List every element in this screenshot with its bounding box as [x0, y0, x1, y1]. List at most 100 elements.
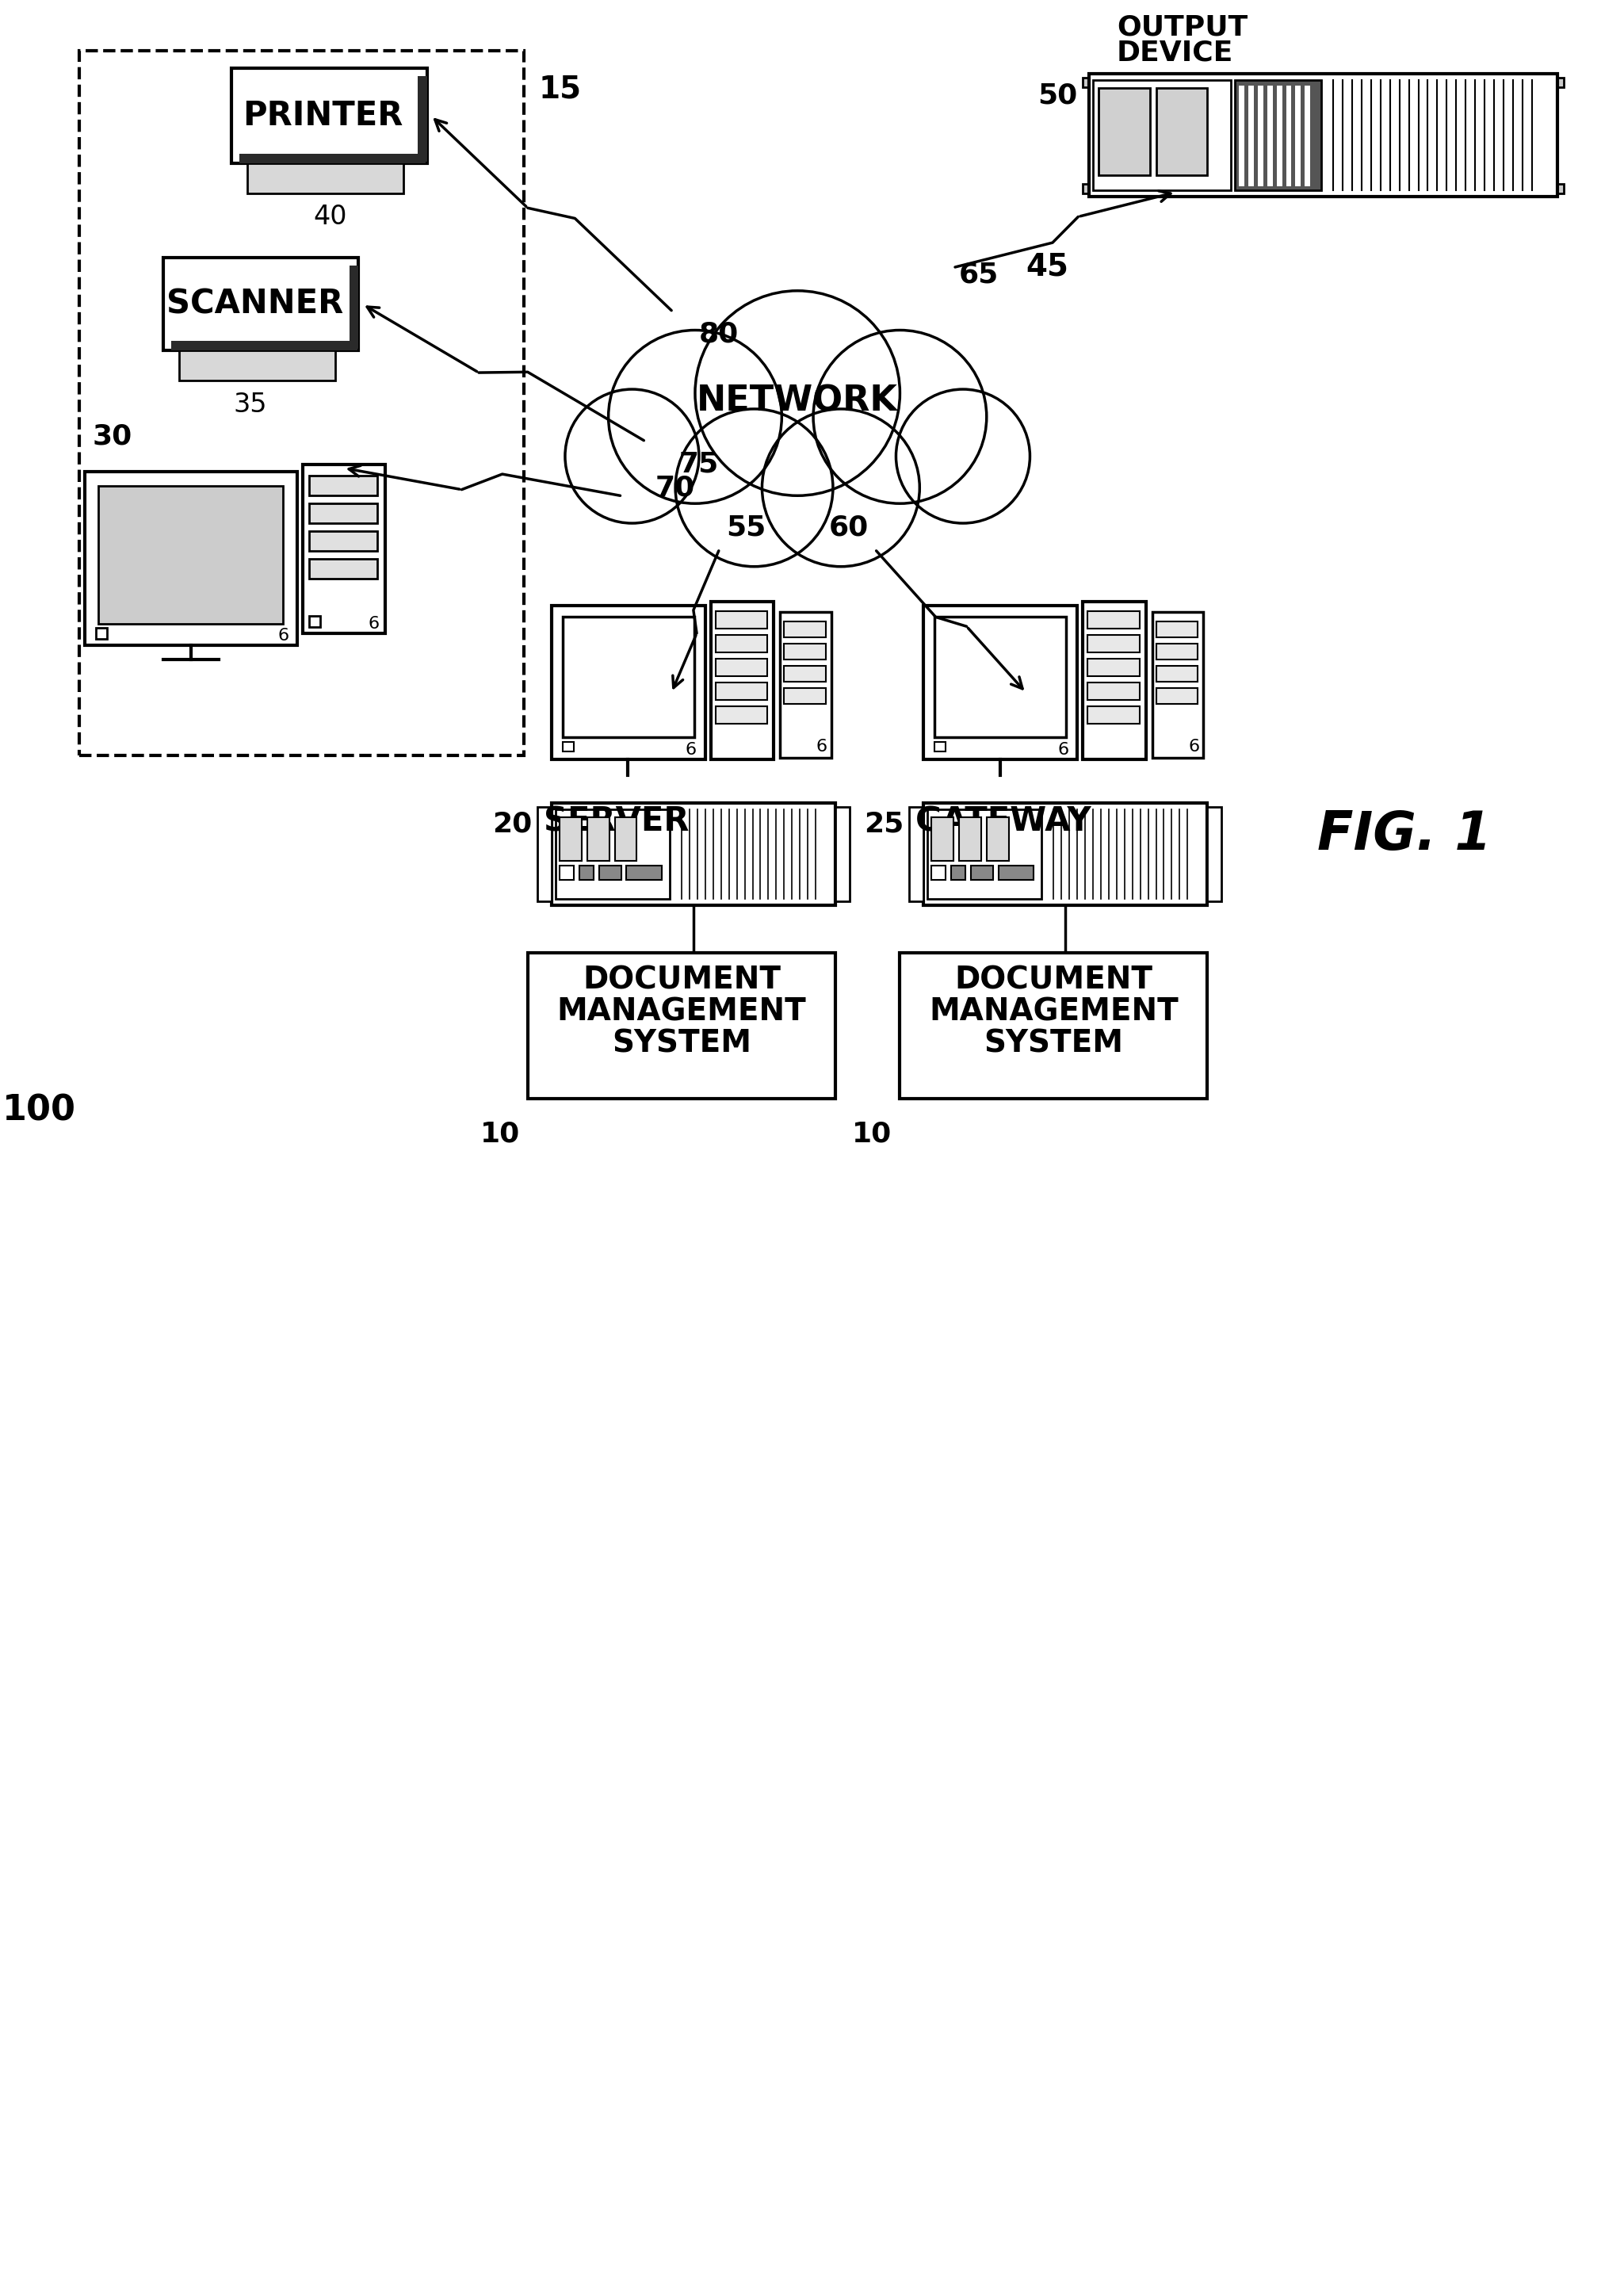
Bar: [552, 803, 835, 905]
Text: 25: 25: [864, 810, 905, 837]
Bar: [1234, 80, 1322, 189]
Bar: [1088, 612, 1140, 628]
Bar: [96, 628, 107, 639]
Bar: [1088, 705, 1140, 723]
Bar: [555, 810, 669, 899]
Bar: [952, 867, 965, 880]
Circle shape: [565, 389, 698, 523]
Bar: [1156, 687, 1199, 703]
Text: 6: 6: [369, 617, 380, 632]
Text: SYSTEM: SYSTEM: [984, 1028, 1124, 1058]
Bar: [179, 350, 335, 380]
Text: 10: 10: [481, 1122, 520, 1147]
Text: DOCUMENT: DOCUMENT: [955, 965, 1153, 996]
Bar: [309, 503, 377, 523]
Bar: [932, 817, 953, 860]
Bar: [1276, 86, 1281, 187]
Bar: [971, 867, 992, 880]
Bar: [784, 667, 827, 682]
Bar: [84, 471, 297, 646]
Bar: [232, 68, 427, 164]
Bar: [716, 705, 768, 723]
Bar: [1156, 621, 1199, 637]
Bar: [588, 817, 609, 860]
Bar: [999, 867, 1034, 880]
Bar: [716, 682, 768, 701]
Text: 6: 6: [685, 742, 697, 758]
Bar: [528, 953, 835, 1099]
Bar: [171, 341, 357, 350]
Text: 45: 45: [1026, 253, 1069, 282]
Text: 15: 15: [538, 75, 581, 105]
Circle shape: [762, 410, 919, 566]
Bar: [247, 164, 403, 193]
Bar: [924, 605, 1077, 760]
Bar: [240, 155, 425, 164]
Bar: [1156, 644, 1199, 660]
Bar: [552, 605, 705, 760]
Text: SYSTEM: SYSTEM: [612, 1028, 752, 1058]
Bar: [784, 687, 827, 703]
Text: 10: 10: [853, 1122, 892, 1147]
Bar: [560, 817, 581, 860]
Text: MANAGEMENT: MANAGEMENT: [557, 996, 807, 1026]
Bar: [711, 603, 775, 760]
Circle shape: [676, 410, 833, 566]
Bar: [1296, 86, 1301, 187]
Text: NETWORK: NETWORK: [697, 384, 898, 419]
Text: 70: 70: [656, 473, 695, 500]
Text: GATEWAY: GATEWAY: [916, 805, 1091, 839]
Circle shape: [609, 330, 781, 503]
Text: 6: 6: [817, 739, 828, 755]
Bar: [1257, 86, 1263, 187]
Bar: [1098, 89, 1150, 175]
Bar: [562, 617, 695, 737]
Bar: [615, 817, 637, 860]
Bar: [560, 867, 573, 880]
Text: DEVICE: DEVICE: [1117, 39, 1233, 66]
Bar: [1156, 667, 1199, 682]
Text: SCANNER: SCANNER: [166, 287, 343, 321]
Bar: [1088, 635, 1140, 653]
Text: 30: 30: [93, 423, 132, 450]
Circle shape: [695, 291, 900, 496]
Bar: [987, 817, 1009, 860]
Bar: [349, 266, 359, 348]
Bar: [1151, 612, 1203, 758]
Bar: [1249, 86, 1254, 187]
Bar: [1083, 603, 1147, 760]
Bar: [302, 464, 385, 632]
Bar: [1083, 184, 1564, 193]
Text: 20: 20: [492, 810, 533, 837]
Circle shape: [896, 389, 1030, 523]
Bar: [309, 617, 320, 628]
Bar: [1286, 86, 1291, 187]
Bar: [562, 742, 573, 751]
Text: 75: 75: [679, 450, 719, 478]
Text: 80: 80: [698, 321, 739, 348]
Text: SERVER: SERVER: [544, 805, 689, 839]
Text: 60: 60: [828, 514, 869, 541]
Bar: [1207, 808, 1221, 901]
Bar: [538, 808, 552, 901]
Text: OUTPUT: OUTPUT: [1117, 14, 1247, 41]
Bar: [309, 475, 377, 496]
Bar: [309, 560, 377, 578]
Bar: [1088, 660, 1140, 676]
Bar: [927, 810, 1041, 899]
Text: 65: 65: [958, 262, 999, 289]
Text: 6: 6: [1057, 742, 1069, 758]
Text: 50: 50: [1038, 82, 1077, 109]
Text: 6: 6: [278, 628, 289, 644]
Text: 100: 100: [3, 1094, 76, 1128]
Bar: [1156, 89, 1207, 175]
Bar: [780, 612, 831, 758]
Bar: [164, 257, 359, 350]
Bar: [924, 803, 1207, 905]
Text: 55: 55: [726, 514, 767, 541]
Bar: [716, 635, 768, 653]
Text: PRINTER: PRINTER: [244, 100, 403, 132]
Bar: [1239, 86, 1244, 187]
Bar: [417, 77, 427, 162]
Bar: [909, 808, 924, 901]
